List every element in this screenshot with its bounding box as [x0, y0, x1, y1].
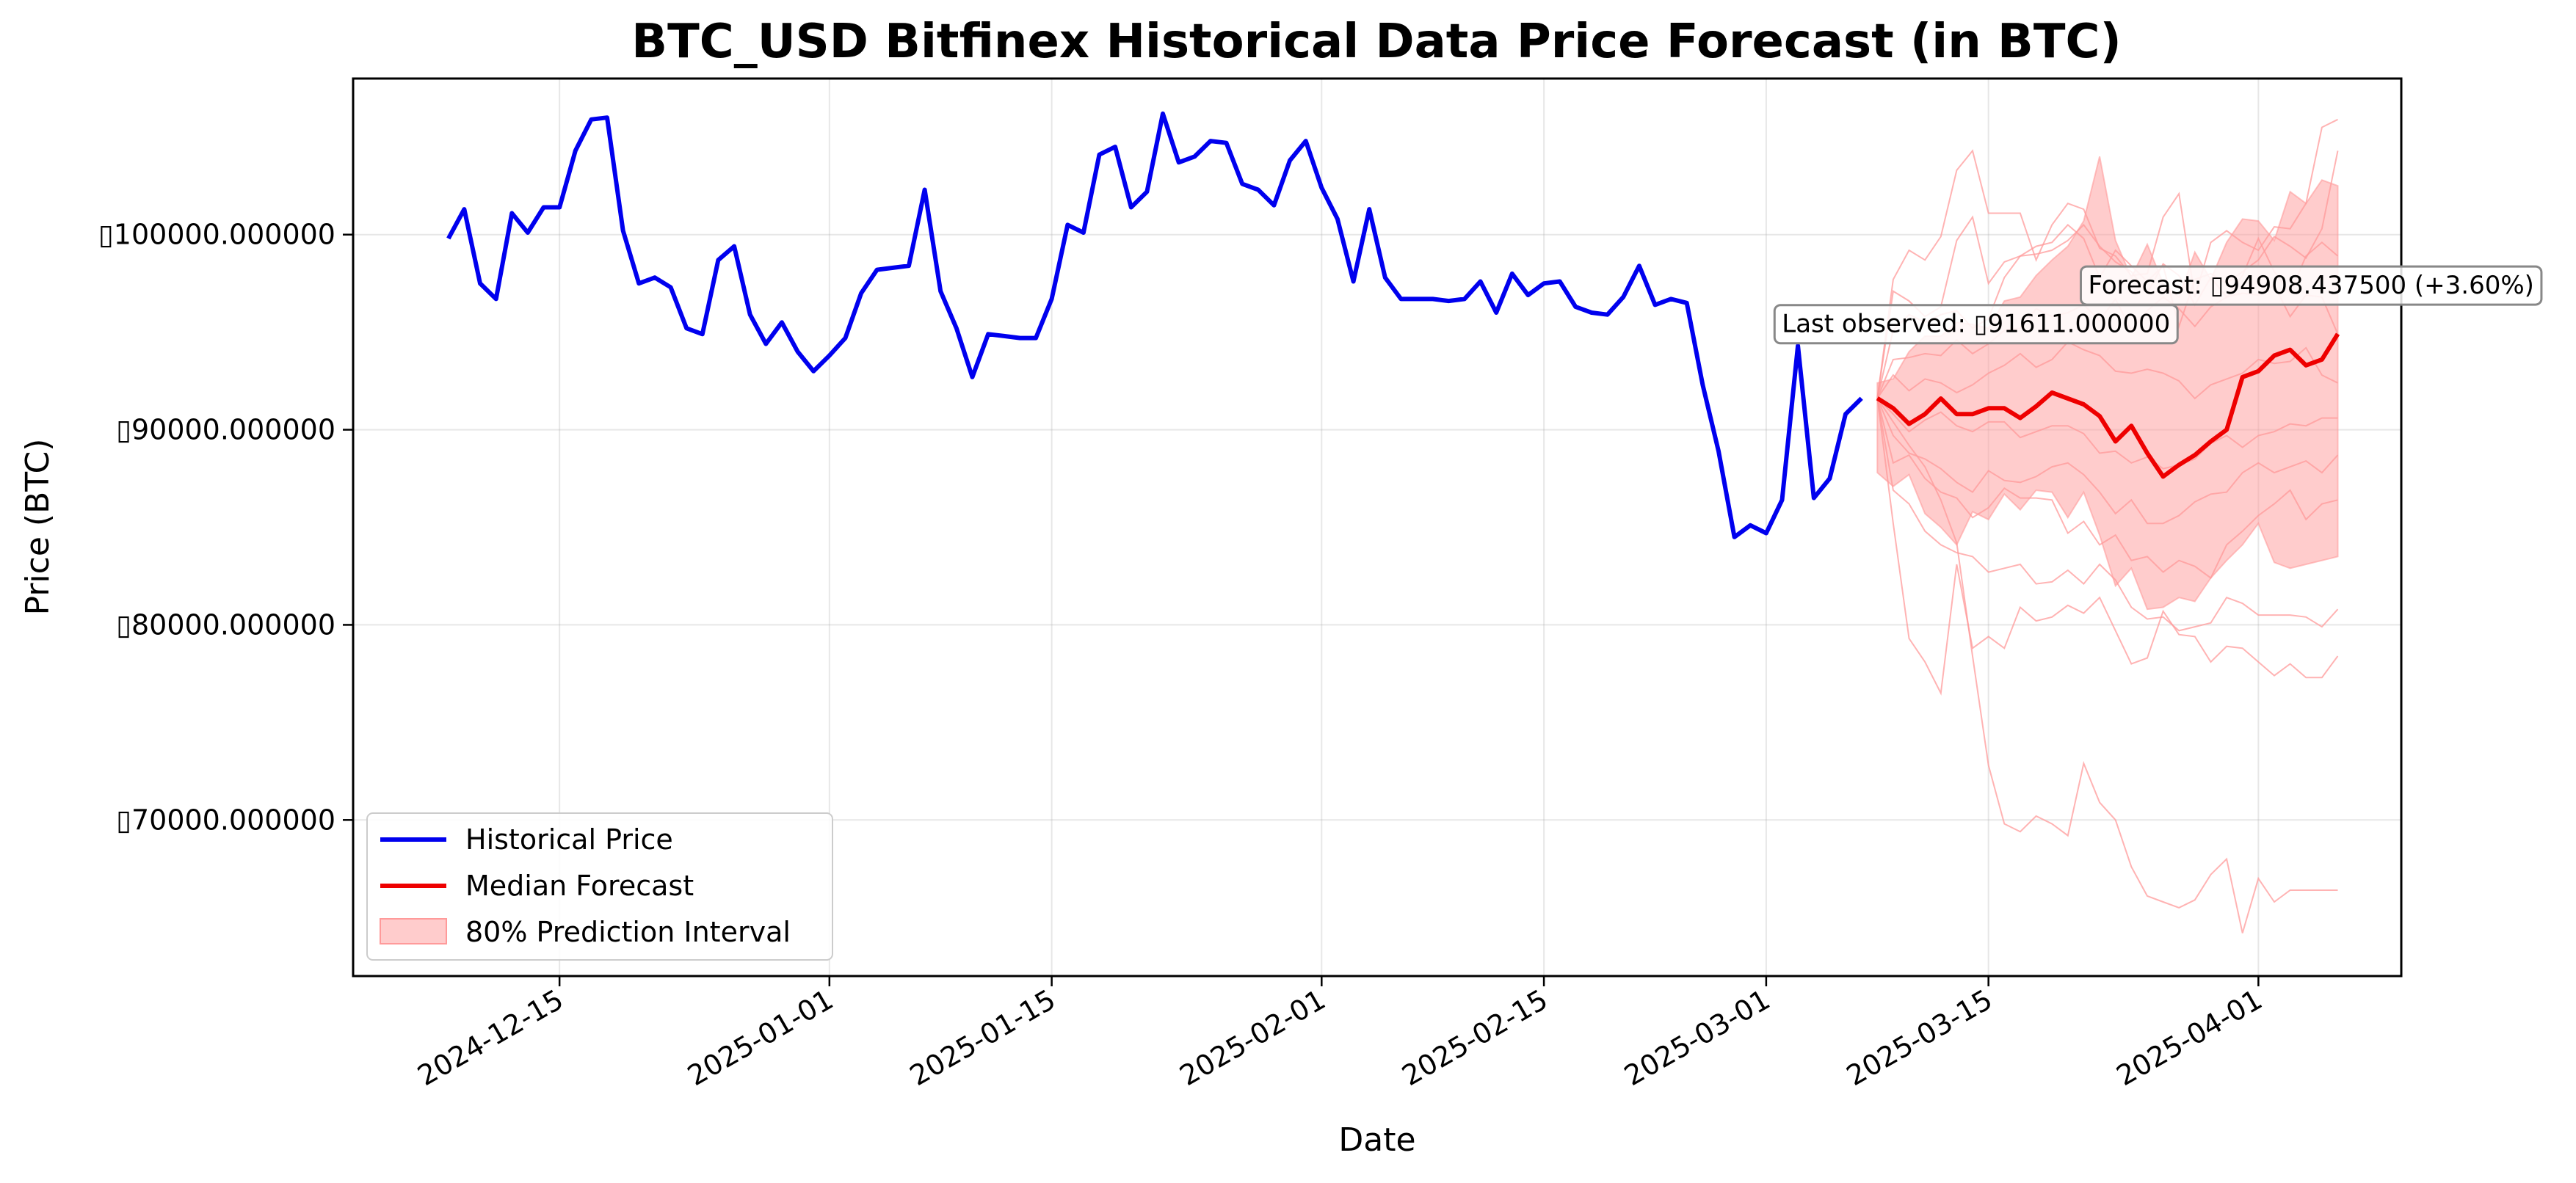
plot-frame	[352, 77, 2403, 978]
annotation: Forecast: ▯94908.437500 (+3.60%)	[2079, 265, 2543, 306]
chart-title: BTC_USD Bitfinex Historical Data Price F…	[631, 15, 2121, 69]
annotation-layer: Last observed: ▯91611.000000 Forecast: ▯9…	[1773, 265, 2543, 345]
historical-price-line	[446, 111, 1863, 539]
annotation-box	[1773, 304, 2179, 345]
legend-label-interval: 80% Prediction Interval	[465, 916, 791, 948]
y-tick-label: ▯70000.000000	[116, 804, 335, 836]
y-axis-label: Price (BTC)	[19, 439, 57, 616]
legend: Historical Price Median Forecast 80% Pre…	[366, 812, 833, 961]
annotation-label: Last observed: ▯91611.000000	[1782, 310, 2170, 339]
annotation-box	[2079, 265, 2543, 306]
legend-label-median: Median Forecast	[465, 870, 694, 902]
x-axis-label: Date	[1338, 1121, 1415, 1159]
annotation: Last observed: ▯91611.000000	[1773, 304, 2179, 345]
forecast-sample-path	[1876, 398, 2339, 696]
y-tick-label: ▯100000.000000	[98, 219, 335, 251]
annotation-label: Forecast: ▯94908.437500 (+3.60%)	[2088, 271, 2533, 300]
legend-swatch-interval	[380, 918, 447, 944]
series-layer	[446, 111, 2340, 539]
legend-label-historical: Historical Price	[465, 823, 673, 856]
legend-box	[366, 812, 833, 961]
forecast-sample-path	[1876, 398, 2339, 632]
median-forecast-line	[1876, 332, 2340, 479]
y-tick-label: ▯80000.000000	[116, 608, 335, 641]
y-tick-label: ▯90000.000000	[116, 414, 335, 446]
